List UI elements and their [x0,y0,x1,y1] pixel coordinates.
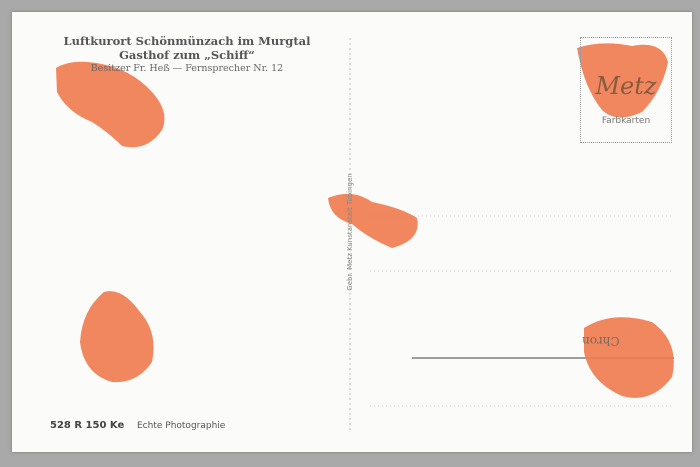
stains [56,43,674,398]
stamp-text: Farbkarten [601,116,651,126]
postcard: Luftkurort Schönmünzach im Murgtal Gasth… [12,12,692,452]
subtitle: Gasthof zum „Schiff“ [119,48,255,62]
photo-label: Echte Photographie [137,421,226,431]
stamp-brand: Metz [595,72,657,100]
decor [56,38,674,432]
title: Luftkurort Schönmünzach im Murgtal [63,34,311,48]
card-code: 528 R 150 Ke [50,420,125,431]
stamp-box: Metz Farbkarten [580,37,672,143]
publisher: Gebr. Metz Kunstanstalt Tübingen [346,173,354,291]
postmark: Chron [582,334,620,348]
owner-line: Besitzer Fr. Heß — Fernsprecher Nr. 12 [90,63,284,74]
